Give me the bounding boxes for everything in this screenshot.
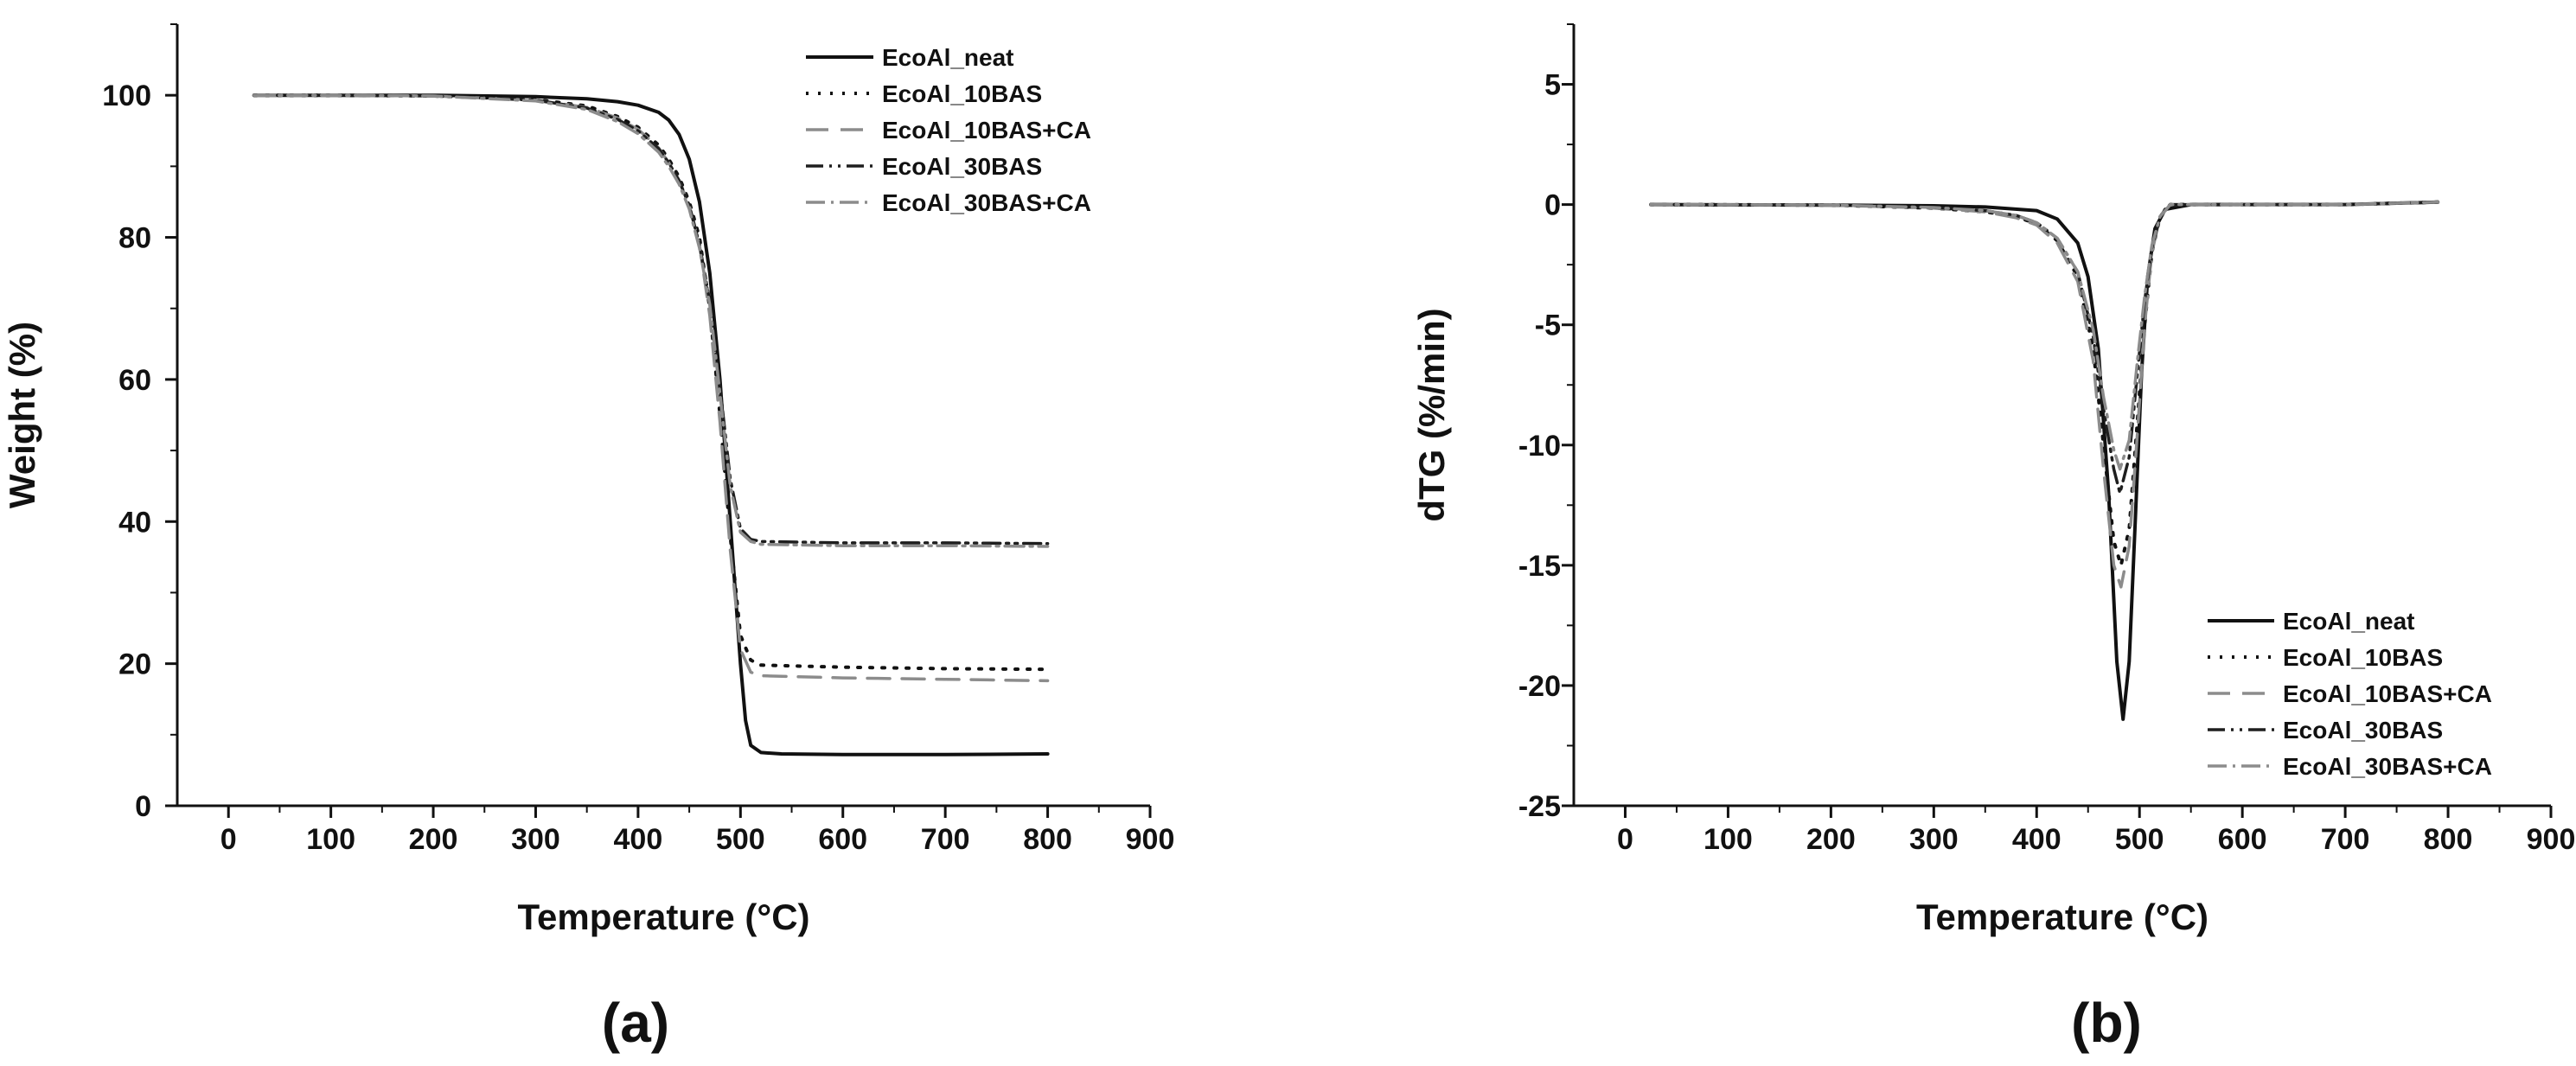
chart-panel-b: 0 100 200 300 400 500 600 700 800 900 -25 -20 -15 -10…	[1411, 23, 2576, 937]
legend-label: EcoAl_10BAS+CA	[882, 117, 1091, 144]
y-tick-label: 5	[1544, 69, 1561, 102]
y-tick-label: 80	[118, 222, 151, 255]
y-tick-label: 0	[135, 790, 151, 823]
legend: EcoAl_neat EcoAl_10BAS EcoAl_10BAS+CA EcoAl…	[2208, 608, 2492, 780]
x-tick-label: 600	[2218, 823, 2267, 856]
legend-label: EcoAl_30BAS+CA	[882, 189, 1091, 216]
y-tick-label: 60	[118, 364, 151, 397]
x-tick-label: 700	[921, 823, 970, 856]
legend-label: EcoAl_neat	[2283, 608, 2415, 635]
panel-label-a: (a)	[602, 992, 669, 1054]
y-tick-label: 20	[118, 648, 151, 681]
x-tick-label: 100	[306, 823, 355, 856]
y-tick-label: 0	[1544, 189, 1561, 222]
legend-label: EcoAl_neat	[882, 44, 1014, 71]
legend-label: EcoAl_30BAS	[882, 153, 1042, 180]
x-tick-label: 200	[409, 823, 458, 856]
series-line-ecoal-neat	[1649, 200, 2440, 721]
x-axis-title: Temperature (°C)	[517, 897, 809, 937]
legend-label: EcoAl_30BAS+CA	[2283, 753, 2492, 780]
series-line-ecoal-10bas-ca	[1649, 201, 2439, 589]
y-tick-label: -10	[1518, 430, 1561, 463]
series-line-ecoal-30bas-ca	[252, 93, 1050, 548]
x-tick-label: 0	[1617, 823, 1633, 856]
y-tick-label: 40	[118, 506, 151, 539]
legend-label: EcoAl_10BAS	[2283, 644, 2443, 671]
x-tick-label: 300	[511, 823, 560, 856]
y-axis-title: dTG (%/min)	[1411, 308, 1452, 521]
series-line-ecoal-30bas-ca	[1649, 201, 2439, 471]
legend-label: EcoAl_30BAS	[2283, 717, 2443, 744]
x-tick-label: 500	[2115, 823, 2164, 856]
x-tick-label: 100	[1703, 823, 1753, 856]
x-tick-label: 900	[1126, 823, 1175, 856]
x-tick-label: 900	[2527, 823, 2576, 856]
y-tick-label: -20	[1518, 670, 1561, 703]
x-tick-label: 700	[2321, 823, 2370, 856]
chart-panel-a: 0 100 200 300 400 500 600 700 800 900 0 20 40 60 80 100…	[2, 23, 1175, 937]
y-tick-label: 100	[102, 80, 151, 112]
x-tick-label: 400	[2012, 823, 2061, 856]
y-tick-label: -25	[1518, 790, 1561, 823]
panel-label-b: (b)	[2071, 992, 2142, 1054]
x-tick-label: 800	[1023, 823, 1072, 856]
legend: EcoAl_neat EcoAl_10BAS EcoAl_10BAS+CA EcoAl…	[806, 44, 1091, 216]
legend-label: EcoAl_10BAS	[882, 80, 1042, 107]
series-line-ecoal-30bas	[1649, 201, 2439, 495]
x-tick-label: 800	[2424, 823, 2473, 856]
x-tick-label: 600	[818, 823, 867, 856]
y-axis-title: Weight (%)	[2, 322, 42, 508]
series-line-ecoal-10bas-ca	[252, 93, 1050, 683]
x-tick-label: 200	[1806, 823, 1856, 856]
series-line-ecoal-10bas	[252, 93, 1050, 672]
y-tick-label: -15	[1518, 550, 1561, 583]
x-tick-label: 0	[221, 823, 237, 856]
series-line-ecoal-10bas	[1649, 200, 2440, 567]
x-tick-label: 400	[614, 823, 663, 856]
x-axis-title: Temperature (°C)	[1916, 897, 2208, 937]
x-tick-label: 500	[716, 823, 765, 856]
y-tick-label: -5	[1535, 310, 1561, 342]
series-line-ecoal-neat	[252, 93, 1050, 756]
x-tick-label: 300	[1909, 823, 1959, 856]
legend-label: EcoAl_10BAS+CA	[2283, 680, 2492, 707]
